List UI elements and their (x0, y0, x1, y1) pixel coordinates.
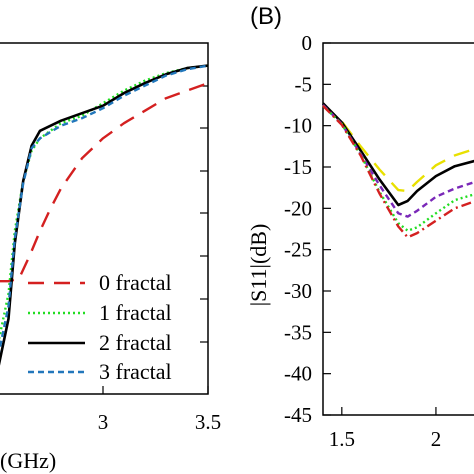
panel-label-b: (B) (250, 3, 282, 30)
legend-label-0-fractal: 0 fractal (99, 270, 172, 295)
left-series-line-0 (0, 81, 209, 283)
right-y-tick-label-6: -30 (284, 279, 312, 303)
right-y-tick-label-4: -20 (284, 196, 312, 220)
right-series-line-4 (322, 104, 474, 239)
left-y-tick-marks (200, 85, 208, 343)
right-y-tick-label-9: -45 (284, 403, 312, 427)
right-y-tick-label-7: -35 (284, 320, 312, 344)
legend-label-3-fractal: 3 fractal (99, 359, 172, 384)
right-y-tick-label-0: 0 (302, 31, 313, 55)
right-series-line-0 (322, 104, 474, 193)
left-panel: 3 3.5 (GHz) 0 fractal 1 fractal 2 fractal… (0, 42, 221, 473)
left-x-tick-label-1: 3.5 (195, 410, 221, 434)
right-y-tick-label-8: -40 (284, 362, 312, 386)
right-series-line-2 (322, 104, 474, 218)
left-x-tick-label-0: 3 (98, 410, 109, 434)
right-x-tick-label-0: 1.5 (329, 427, 355, 451)
right-y-axis-label: |S11|(dB) (246, 224, 271, 307)
left-series-group (0, 64, 209, 366)
right-plot-frame (322, 42, 474, 416)
right-y-tick-label-1: -5 (295, 72, 313, 96)
right-y-tick-label-2: -10 (284, 114, 312, 138)
legend-label-1-fractal: 1 fractal (99, 300, 172, 325)
right-y-tick-label-5: -25 (284, 238, 312, 262)
legend: 0 fractal 1 fractal 2 fractal 3 fractal (28, 270, 172, 384)
right-series-line-3 (322, 104, 474, 232)
left-series-line-1 (0, 64, 209, 341)
right-y-ticks: 0 -5 -10 -15 -20 -25 -30 -35 -40 -45 (284, 31, 331, 427)
right-x-ticks: 1.5 2 (329, 407, 441, 451)
right-y-tick-label-3: -15 (284, 155, 312, 179)
left-x-ticks: 3 3.5 (98, 386, 221, 434)
right-series-group (322, 102, 474, 239)
right-series-line-1 (322, 102, 474, 207)
legend-label-2-fractal: 2 fractal (99, 330, 172, 355)
left-x-axis-label: (GHz) (0, 448, 56, 473)
left-series-line-3 (0, 64, 209, 353)
right-panel: (B) 0-5-10-15-20-25-30-35-40-45 1.5 2 |S1… (246, 3, 474, 451)
right-x-tick-label-1: 2 (431, 427, 442, 451)
